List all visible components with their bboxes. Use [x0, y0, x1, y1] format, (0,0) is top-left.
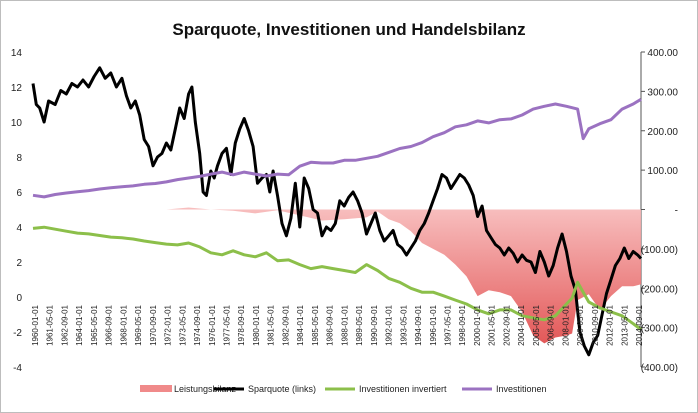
chart-title: Sparquote, Investitionen und Handelsbila… [172, 20, 526, 39]
right-tick-label: 400.00 [647, 48, 678, 59]
x-tick-label: 2009-05-01 [576, 304, 585, 345]
right-tick-label: 300.00 [647, 87, 678, 98]
x-tick-label: 1977-05-01 [223, 304, 232, 345]
right-tick-label: (400.00) [641, 363, 678, 374]
x-tick-label: 1990-09-01 [370, 304, 379, 345]
x-tick-label: 2013-05-01 [620, 304, 629, 345]
x-tick-label: 2001-05-01 [488, 304, 497, 345]
right-tick-label: (300.00) [641, 324, 678, 335]
x-tick-label: 1992-01-01 [385, 304, 394, 345]
x-tick-label: 1973-05-01 [178, 304, 187, 345]
area-layer [33, 207, 641, 344]
x-tick-label: 1988-01-01 [340, 304, 349, 345]
x-tick-label: 1961-05-01 [46, 304, 55, 345]
left-tick-label: 0 [16, 293, 22, 304]
left-tick-label: 8 [16, 153, 22, 164]
x-tick-label: 1984-01-01 [296, 304, 305, 345]
x-tick-label: 1964-01-01 [75, 304, 84, 345]
left-tick-label: 6 [16, 188, 22, 199]
x-tick-label: 1989-05-01 [355, 304, 364, 345]
series-line-sparquote-links [31, 66, 643, 357]
x-tick-label: 1974-09-01 [193, 304, 202, 345]
x-axis: 1960-01-01 1961-05-01 1962-09-01 1964-01-01… [31, 304, 644, 345]
right-axis: 400.00 300.00 200.00 100.00 - (100.00) (200.00… [640, 48, 678, 374]
right-tick-label: (200.00) [641, 284, 678, 295]
x-tick-label: 2014-09-01 [635, 304, 644, 345]
left-tick-label: 12 [11, 83, 23, 94]
right-tick-label: - [675, 206, 678, 217]
series-line-investitionen-invertiert [32, 225, 642, 331]
legend: Leistungsbilanz Sparquote (links) Investit… [140, 384, 547, 394]
x-tick-label: 1968-01-01 [119, 304, 128, 345]
x-tick-label: 1981-05-01 [267, 304, 276, 345]
x-tick-label: 1960-01-01 [31, 304, 40, 345]
series-line-investitionen [32, 98, 642, 199]
x-tick-label: 1970-09-01 [149, 304, 158, 345]
x-tick-label: 2012-01-01 [606, 304, 615, 345]
x-tick-label: 1994-09-01 [414, 304, 423, 345]
left-tick-label: 14 [11, 48, 23, 59]
left-tick-label: 2 [16, 258, 22, 269]
x-tick-label: 1972-01-01 [164, 304, 173, 345]
x-tick-label: 1976-01-01 [208, 304, 217, 345]
x-tick-label: 1965-05-01 [90, 304, 99, 345]
x-tick-label: 1962-09-01 [60, 304, 69, 345]
x-tick-label: 1980-01-01 [252, 304, 261, 345]
legend-swatch [140, 385, 172, 392]
x-tick-label: 2000-01-01 [473, 304, 482, 345]
legend-label: Investitionen invertiert [359, 384, 447, 394]
x-tick-label: 1978-09-01 [237, 304, 246, 345]
x-tick-label: 2004-01-01 [517, 304, 526, 345]
right-tick-label: (100.00) [641, 245, 678, 256]
legend-label: Sparquote (links) [248, 384, 316, 394]
x-tick-label: 2006-09-01 [547, 304, 556, 345]
legend-label: Investitionen [496, 384, 547, 394]
x-tick-label: 1997-05-01 [443, 304, 452, 345]
left-tick-label: 10 [11, 118, 23, 129]
x-tick-label: 1982-09-01 [281, 304, 290, 345]
left-axis: 14 12 10 8 6 4 2 0 -2 -4 [11, 48, 23, 374]
right-tick-label: 200.00 [647, 127, 678, 138]
left-tick-label: 4 [16, 223, 22, 234]
x-tick-label: 1986-09-01 [326, 304, 335, 345]
x-tick-label: 1998-09-01 [458, 304, 467, 345]
x-tick-label: 2008-01-01 [561, 304, 570, 345]
x-tick-label: 2005-05-01 [532, 304, 541, 345]
x-tick-label: 1966-09-01 [105, 304, 114, 345]
left-tick-label: -2 [13, 328, 22, 339]
x-tick-label: 1985-05-01 [311, 304, 320, 345]
series-area-leistungsbilanz [33, 207, 641, 344]
left-tick-label: -4 [13, 363, 22, 374]
x-tick-label: 1996-01-01 [429, 304, 438, 345]
line-layer [31, 66, 643, 357]
x-tick-label: 1993-05-01 [399, 304, 408, 345]
right-tick-label: 100.00 [647, 166, 678, 177]
x-tick-label: 2002-09-01 [502, 304, 511, 345]
legend-label: Leistungsbilanz [174, 384, 237, 394]
x-tick-label: 1969-05-01 [134, 304, 143, 345]
x-tick-label: 2010-09-01 [591, 304, 600, 345]
